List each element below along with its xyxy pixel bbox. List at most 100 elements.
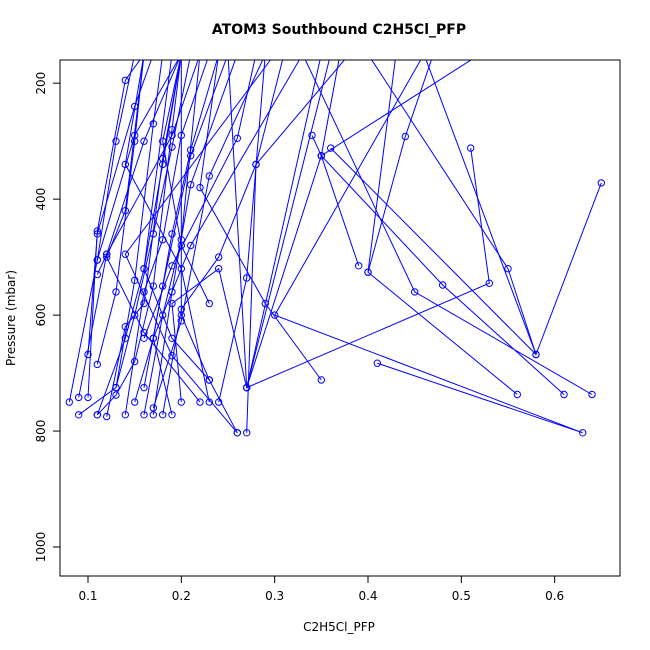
data-point-marker (597, 179, 605, 187)
data-point-marker (187, 181, 195, 189)
data-point-marker (215, 398, 223, 406)
profile-line (367, 60, 432, 273)
data-point-marker (168, 334, 176, 342)
data-point-marker (243, 383, 251, 392)
data-point-marker (84, 393, 92, 402)
data-point-marker (168, 131, 176, 140)
profile-line (96, 60, 199, 275)
x-axis-label: C2H5Cl_PFP (303, 620, 375, 634)
profile-series-40 (304, 60, 596, 399)
data-point-marker (205, 398, 214, 406)
profile-line (143, 60, 200, 415)
profile-line (246, 60, 346, 433)
data-point-marker (112, 288, 120, 296)
profile-line (152, 60, 264, 409)
profile-line (330, 60, 537, 355)
profile-line (106, 60, 181, 417)
profile-line (162, 60, 210, 304)
x-tick-label: 0.3 (265, 589, 284, 603)
data-point-marker (271, 311, 279, 319)
profile-series-38 (364, 60, 521, 399)
data-point-marker (121, 76, 130, 85)
profile-series-27 (215, 60, 266, 406)
profile-series-39 (317, 60, 568, 399)
data-point-marker (140, 299, 148, 308)
profile-series-23 (103, 60, 204, 406)
data-point-marker (177, 311, 186, 319)
data-point-marker (532, 350, 540, 359)
y-tick-label: 200 (34, 72, 48, 95)
data-point-marker (215, 253, 223, 261)
data-point-marker (373, 359, 381, 367)
profile-series-6 (93, 60, 182, 419)
profile-line (96, 60, 182, 416)
data-point-marker (93, 411, 102, 419)
data-point-marker (168, 411, 176, 419)
profile-series-9 (93, 60, 199, 279)
data-point-marker (485, 279, 493, 287)
profile-line (199, 60, 322, 381)
data-point-marker (112, 137, 120, 145)
profile-line (180, 60, 238, 434)
data-point-marker (317, 152, 325, 160)
data-point-marker (93, 256, 102, 264)
data-point-marker (140, 328, 148, 337)
data-point-marker (579, 429, 587, 437)
data-point-marker (401, 132, 409, 141)
data-point-marker (140, 265, 148, 273)
data-point-marker (196, 398, 204, 406)
profile-line (124, 60, 271, 434)
data-point-marker (308, 131, 316, 140)
profile-series-29 (243, 60, 346, 437)
data-point-marker (131, 398, 139, 406)
data-point-marker (149, 230, 158, 238)
data-point-marker (205, 376, 214, 384)
data-point-marker (233, 429, 242, 437)
x-tick-label: 0.1 (78, 589, 97, 603)
data-point-marker (159, 311, 167, 319)
y-axis: 200 400 600 800 1000 (34, 72, 61, 562)
data-point-marker (93, 360, 102, 369)
data-point-marker (215, 265, 223, 273)
data-point-marker (252, 160, 260, 169)
chart-title: ATOM3 Southbound C2H5Cl_PFP (212, 22, 466, 38)
profile-series-36 (271, 60, 587, 437)
data-point-marker (121, 207, 130, 215)
profile-line (87, 60, 141, 398)
data-point-marker (75, 393, 83, 402)
data-point-marker (168, 299, 176, 308)
data-point-marker (560, 390, 568, 399)
profile-line (320, 60, 565, 395)
plot-area (65, 60, 605, 437)
data-point-marker (205, 299, 214, 308)
profile-series-12 (112, 60, 191, 392)
profile-series-31 (196, 60, 325, 384)
profile-series-8 (93, 60, 144, 369)
data-point-marker (261, 299, 269, 308)
data-point-marker (112, 391, 120, 399)
y-tick-label: 400 (34, 188, 48, 211)
x-tick-label: 0.6 (545, 589, 564, 603)
data-point-marker (513, 390, 521, 399)
data-point-marker (504, 265, 512, 273)
data-point-marker (588, 390, 596, 399)
data-point-marker (187, 241, 195, 250)
profile-line (304, 60, 593, 395)
profile-series-4 (84, 60, 141, 402)
data-point-marker (149, 404, 158, 412)
profile-line (273, 60, 583, 434)
data-point-marker (121, 411, 130, 419)
data-point-marker (168, 262, 176, 270)
profile-line (152, 60, 300, 415)
y-tick-label: 600 (34, 304, 48, 327)
x-tick-label: 0.5 (452, 589, 471, 603)
profile-series-21 (149, 60, 300, 419)
data-point-marker (121, 160, 130, 169)
profile-line (115, 60, 191, 388)
profile-series-30 (121, 60, 271, 437)
data-point-marker (411, 288, 419, 296)
data-point-marker (168, 230, 176, 238)
x-axis: 0.1 0.2 0.3 0.4 0.5 0.6 (78, 575, 564, 603)
profile-line (245, 60, 490, 389)
data-point-marker (93, 270, 102, 279)
